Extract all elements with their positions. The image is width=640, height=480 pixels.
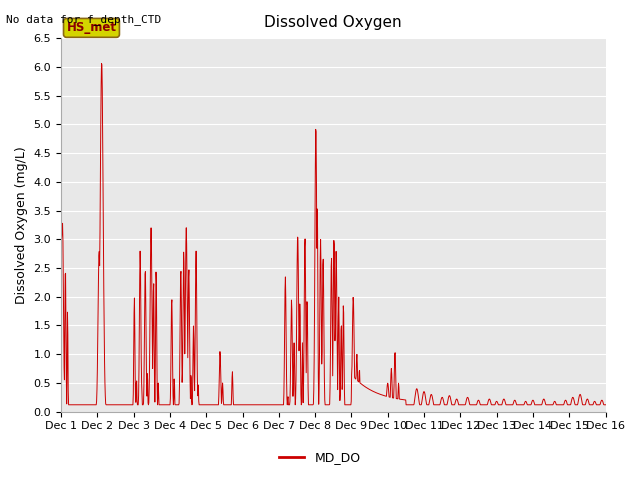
Y-axis label: Dissolved Oxygen (mg/L): Dissolved Oxygen (mg/L): [15, 146, 28, 304]
Legend: MD_DO: MD_DO: [275, 446, 365, 469]
Text: No data for f_depth_CTD: No data for f_depth_CTD: [6, 14, 162, 25]
Text: HS_met: HS_met: [67, 22, 116, 35]
Title: Dissolved Oxygen: Dissolved Oxygen: [264, 15, 402, 30]
